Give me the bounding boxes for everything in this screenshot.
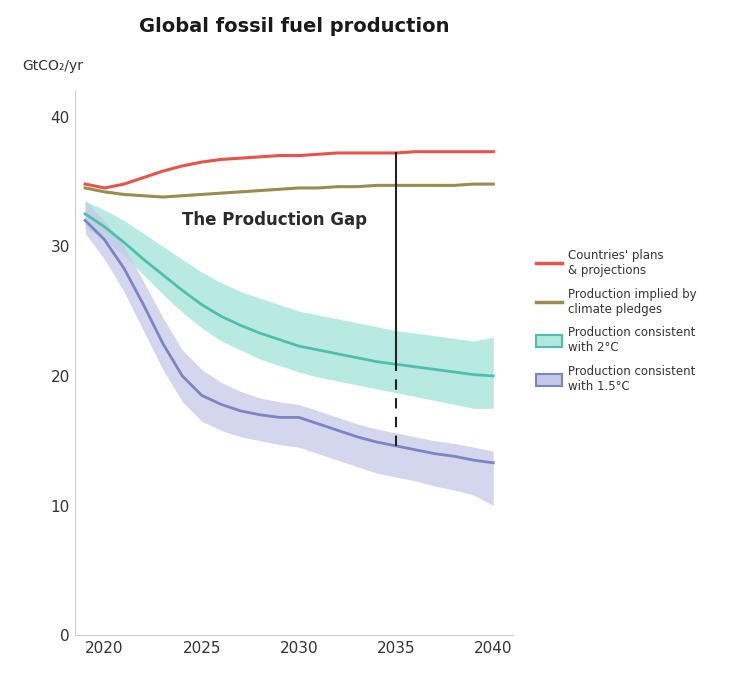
Text: GtCO₂/yr: GtCO₂/yr: [23, 59, 84, 73]
Legend: Countries' plans
& projections, Production implied by
climate pledges, Productio: Countries' plans & projections, Producti…: [536, 249, 697, 393]
Text: Global fossil fuel production: Global fossil fuel production: [139, 17, 449, 36]
Text: The Production Gap: The Production Gap: [182, 211, 367, 230]
